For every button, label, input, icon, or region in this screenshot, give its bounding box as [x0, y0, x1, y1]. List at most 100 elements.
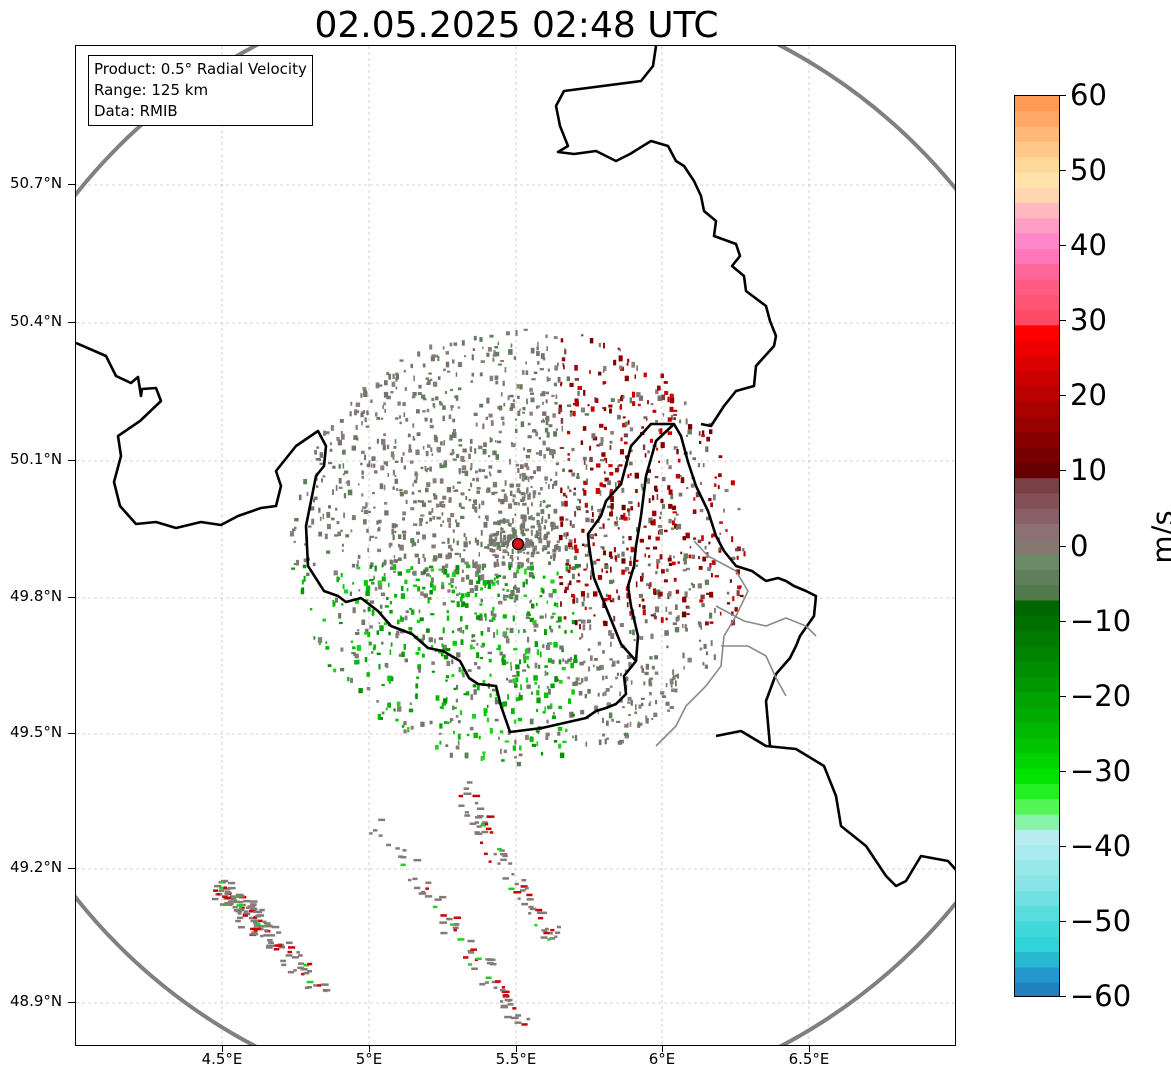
radar-echo-pixel [629, 721, 632, 727]
radar-echo-pixel [392, 534, 395, 541]
colorbar-tick-mark [1060, 996, 1066, 997]
radar-echo-pixel [467, 669, 472, 672]
radar-echo-pixel [431, 577, 434, 583]
colorbar-tick-mark [1060, 620, 1066, 622]
radar-echo-pixel [611, 664, 614, 667]
radar-echo-pixel [548, 688, 551, 695]
radar-echo-pixel [619, 405, 622, 410]
radar-echo-pixel [480, 756, 483, 761]
radar-echo-pixel [672, 676, 675, 680]
radar-echo-pixel [400, 457, 403, 463]
radar-echo-pixel [497, 341, 500, 346]
radar-echo-pixel [489, 831, 494, 834]
radar-echo-pixel [604, 426, 607, 430]
radar-echo-pixel [267, 939, 273, 942]
map-area[interactable] [75, 45, 956, 1046]
radar-echo-pixel [540, 936, 548, 939]
colorbar-tick-label: 30 [1070, 303, 1107, 338]
radar-echo-pixel [326, 523, 331, 530]
radar-echo-pixel [482, 751, 486, 754]
radar-echo-pixel [333, 570, 338, 576]
radar-echo-pixel [422, 534, 426, 540]
radar-echo-pixel [583, 389, 586, 396]
radar-echo-pixel [636, 365, 638, 371]
colorbar-segment [1015, 585, 1059, 602]
radar-echo-pixel [584, 553, 589, 557]
radar-echo-pixel [398, 855, 404, 858]
radar-echo-pixel [447, 537, 450, 544]
radar-echo-pixel [349, 411, 352, 417]
radar-echo-pixel [358, 483, 360, 486]
radar-echo-pixel [560, 418, 564, 424]
radar-echo-pixel [427, 597, 430, 604]
radar-echo-pixel [399, 421, 402, 425]
radar-echo-pixel [508, 565, 511, 570]
radar-site-marker[interactable] [511, 537, 525, 551]
radar-echo-pixel [319, 452, 323, 458]
radar-echo-pixel [610, 398, 615, 403]
radar-echo-pixel [558, 659, 562, 665]
radar-echo-pixel [399, 492, 404, 497]
radar-echo-pixel [593, 591, 598, 597]
radar-echo-pixel [544, 670, 547, 676]
radar-echo-pixel [609, 685, 613, 688]
radar-echo-pixel [567, 430, 571, 435]
radar-echo-pixel [738, 585, 742, 588]
radar-echo-pixel [557, 731, 561, 736]
radar-echo-pixel [678, 492, 683, 497]
radar-echo-pixel [620, 437, 623, 442]
radar-echo-pixel [355, 632, 360, 635]
radar-echo-pixel [417, 558, 421, 564]
radar-echo-pixel [524, 887, 529, 890]
radar-echo-pixel [530, 397, 535, 403]
colorbar-segment [1015, 126, 1059, 143]
radar-echo-pixel [542, 545, 547, 549]
radar-echo-pixel [658, 460, 660, 463]
radar-echo-pixel [525, 677, 529, 683]
radar-echo-pixel [502, 877, 509, 880]
radar-echo-pixel [449, 452, 454, 456]
radar-echo-pixel [523, 653, 526, 660]
radar-echo-pixel [539, 368, 544, 371]
radar-echo-pixel [617, 480, 621, 483]
radar-echo-pixel [596, 444, 601, 447]
lat-tick-mark [68, 1002, 75, 1003]
radar-echo-pixel [440, 441, 443, 446]
radar-echo-pixel [475, 571, 478, 577]
radar-echo-pixel [408, 444, 412, 450]
radar-echo-pixel [395, 372, 399, 376]
radar-echo-pixel [628, 517, 630, 521]
radar-echo-pixel [365, 628, 369, 634]
radar-echo-pixel [571, 713, 575, 717]
radar-echo-pixel [655, 389, 659, 395]
radar-echo-pixel [363, 580, 368, 586]
radar-echo-pixel [586, 592, 590, 598]
radar-echo-pixel [487, 627, 491, 633]
radar-echo-pixel [567, 569, 571, 573]
radar-echo-pixel [425, 450, 429, 457]
radar-echo-pixel [645, 715, 648, 721]
radar-echo-pixel [659, 428, 663, 435]
radar-echo-pixel [410, 507, 415, 511]
radar-echo-pixel [412, 438, 416, 441]
radar-echo-pixel [478, 468, 482, 473]
radar-echo-pixel [343, 512, 345, 519]
radar-echo-pixel [292, 528, 296, 532]
radar-echo-pixel [498, 405, 503, 411]
radar-echo-pixel [504, 540, 508, 545]
radar-echo-pixel [511, 558, 514, 562]
radar-echo-pixel [526, 893, 533, 897]
radar-echo-pixel [515, 428, 518, 433]
radar-echo-pixel [447, 544, 452, 549]
radar-echo-pixel [452, 705, 454, 711]
radar-echo-pixel [495, 351, 500, 357]
radar-echo-pixel [489, 538, 493, 544]
radar-echo-pixel [697, 583, 702, 589]
radar-echo-pixel [648, 555, 651, 558]
colorbar-segment [1015, 661, 1059, 678]
radar-echo-pixel [475, 477, 479, 482]
radar-echo-pixel [616, 720, 621, 723]
radar-echo-pixel [515, 1014, 522, 1017]
radar-echo-pixel [571, 593, 575, 598]
radar-echo-pixel [642, 444, 646, 451]
